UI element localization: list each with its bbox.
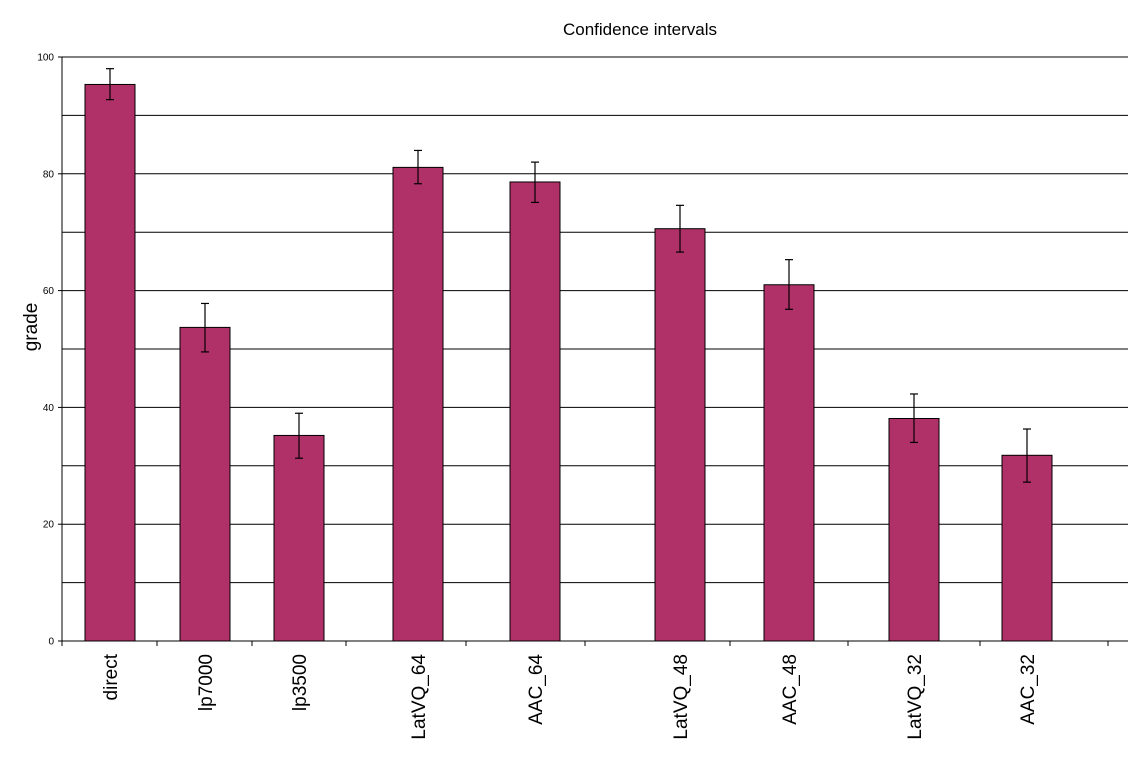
x-tick-label: lp7000	[196, 654, 217, 711]
x-tick-label: LatVQ_48	[671, 654, 692, 740]
bar	[654, 228, 706, 642]
bar	[84, 83, 136, 642]
x-tick-labels: direct lp7000 lp3500 LatVQ_64 AAC_64 LatVQ_48…	[101, 653, 1039, 739]
bar	[179, 326, 231, 642]
y-tick-label: 80	[43, 169, 55, 180]
x-tick-label: AAC_64	[526, 654, 547, 725]
bars	[84, 83, 1053, 642]
y-tick-label: 60	[43, 286, 55, 297]
x-tick-label: direct	[101, 653, 122, 700]
bar	[509, 181, 561, 642]
axes	[58, 56, 1128, 646]
x-tick-label: LatVQ_64	[409, 654, 430, 740]
x-tick-label: LatVQ_32	[905, 654, 926, 740]
bar	[888, 417, 940, 642]
y-tick-label: 100	[37, 53, 54, 64]
y-axis-label: grade	[21, 303, 42, 352]
chart-title: Confidence intervals	[563, 20, 717, 39]
y-tick-label: 0	[48, 637, 54, 648]
x-tick-label: AAC_48	[780, 654, 801, 725]
bar	[763, 284, 815, 642]
y-tick-labels: 0 20 40 60 80 100	[37, 53, 54, 648]
y-tick-label: 40	[43, 403, 55, 414]
y-tick-label: 20	[43, 520, 55, 531]
bar	[1001, 454, 1053, 642]
bar	[273, 434, 325, 642]
gridlines	[62, 56, 1128, 584]
bar	[392, 166, 444, 642]
x-tick-label: AAC_32	[1018, 654, 1039, 725]
x-tick-label: lp3500	[290, 654, 311, 711]
error-bars	[106, 68, 1031, 483]
